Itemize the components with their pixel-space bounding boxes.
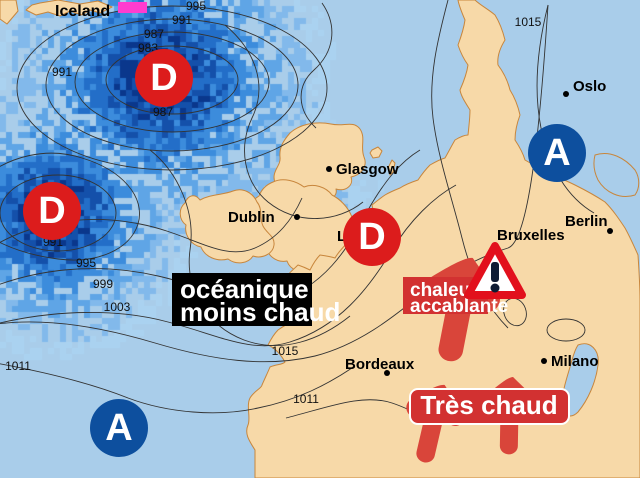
svg-text:D: D <box>38 190 65 232</box>
svg-text:Bruxelles: Bruxelles <box>497 227 565 244</box>
svg-text:Berlin: Berlin <box>565 213 608 230</box>
svg-text:987: 987 <box>153 105 173 119</box>
svg-text:1015: 1015 <box>272 344 299 358</box>
svg-text:995: 995 <box>76 256 96 270</box>
svg-text:Très chaud: Très chaud <box>420 390 557 420</box>
svg-text:D: D <box>150 57 177 99</box>
svg-text:1011: 1011 <box>293 392 319 406</box>
svg-text:987: 987 <box>144 27 164 41</box>
svg-text:Iceland: Iceland <box>55 3 110 20</box>
svg-text:moins chaud: moins chaud <box>180 297 340 327</box>
svg-text:991: 991 <box>52 65 72 79</box>
svg-text:1011: 1011 <box>5 359 31 373</box>
svg-text:1003: 1003 <box>104 300 131 314</box>
svg-text:A: A <box>543 132 570 174</box>
svg-text:999: 999 <box>93 277 113 291</box>
svg-text:991: 991 <box>172 13 192 27</box>
svg-text:accablante: accablante <box>410 296 508 317</box>
svg-text:Milano: Milano <box>551 353 599 370</box>
svg-text:995: 995 <box>186 0 206 13</box>
svg-text:D: D <box>358 216 385 258</box>
svg-text:Oslo: Oslo <box>573 78 606 95</box>
svg-text:A: A <box>105 407 132 449</box>
svg-text:Bordeaux: Bordeaux <box>345 356 415 373</box>
svg-text:1015: 1015 <box>515 15 542 29</box>
svg-text:Dublin: Dublin <box>228 209 275 226</box>
svg-text:Glasgow: Glasgow <box>336 161 399 178</box>
